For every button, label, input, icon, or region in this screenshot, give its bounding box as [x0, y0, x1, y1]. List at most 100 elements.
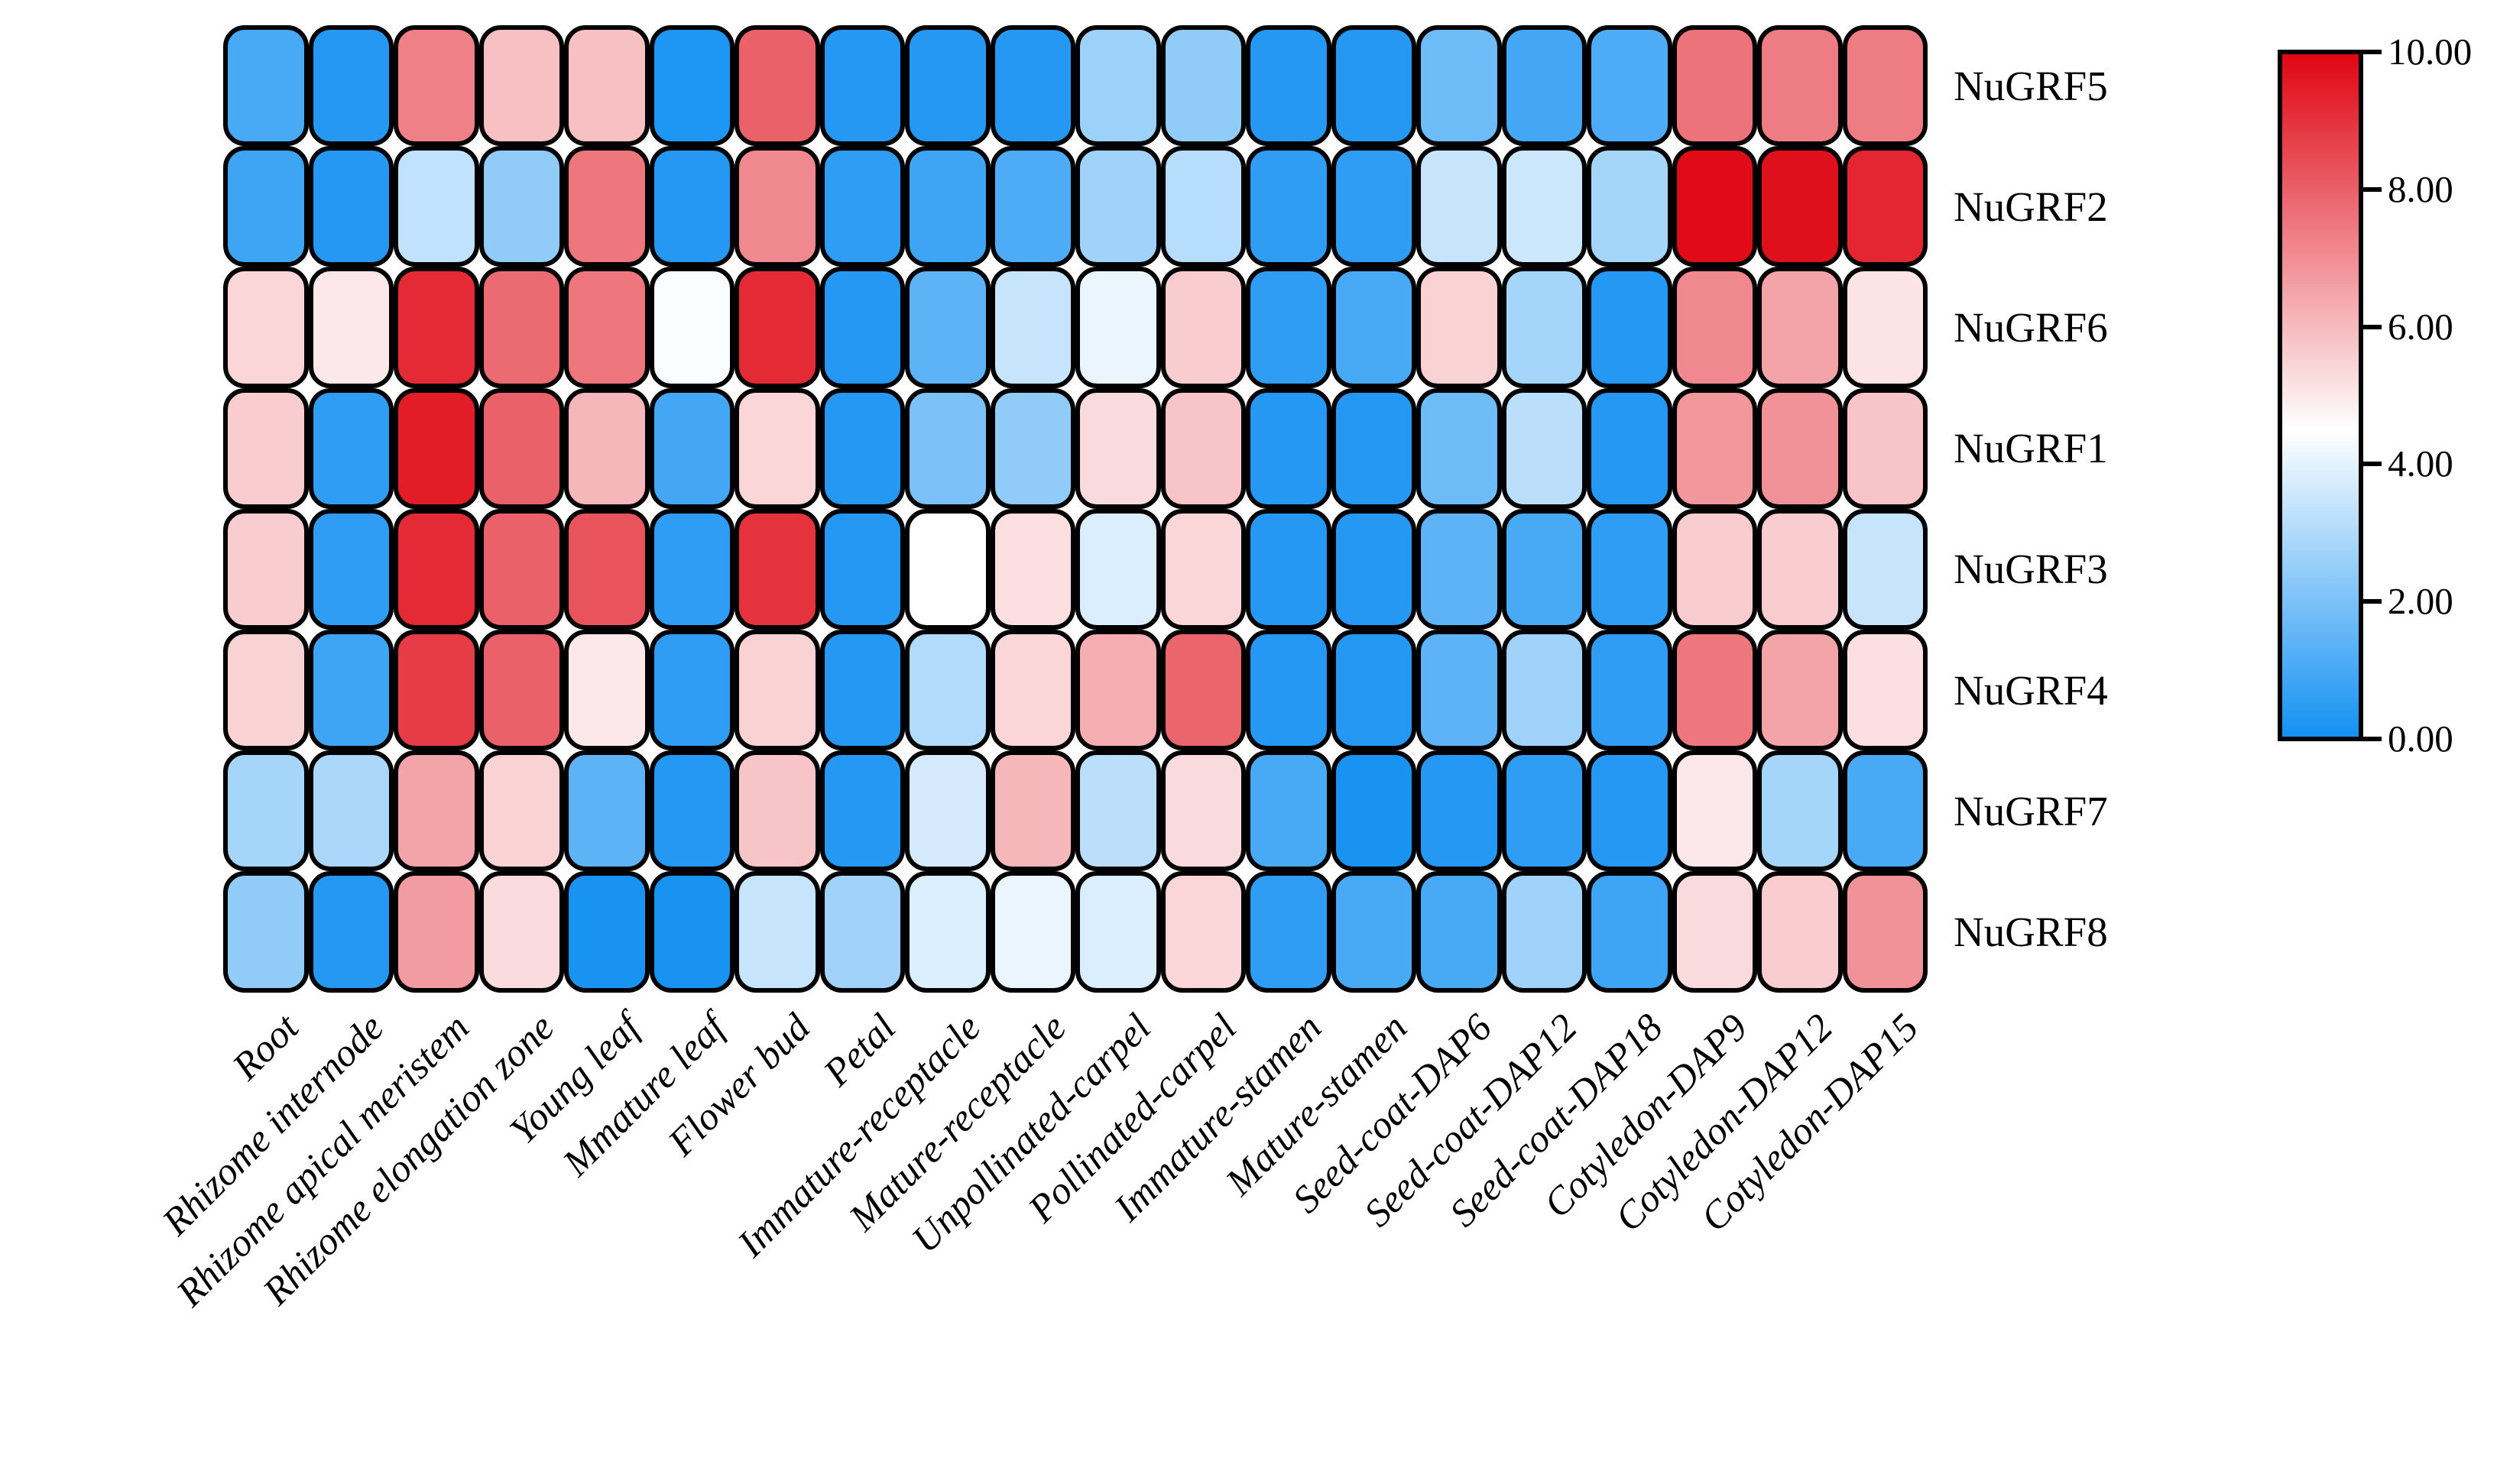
heatmap-cell	[1246, 871, 1331, 993]
heatmap-cell	[819, 871, 905, 993]
heatmap-cell	[1246, 508, 1331, 630]
heatmap-cell	[564, 871, 650, 993]
heatmap-cell	[394, 871, 479, 993]
heatmap-cell	[1331, 629, 1416, 751]
heatmap-cell	[394, 25, 479, 147]
heatmap-cell	[1757, 750, 1843, 872]
heatmap-cell	[1587, 146, 1672, 267]
row-label: NuGRF8	[1954, 908, 2108, 955]
heatmap-cell	[564, 25, 650, 147]
heatmap-cell	[564, 629, 650, 751]
heatmap-cell	[905, 871, 991, 993]
heatmap-cell	[905, 750, 991, 872]
heatmap-cell	[1842, 629, 1928, 751]
heatmap-cell	[1842, 750, 1928, 872]
heatmap-cell	[1160, 508, 1246, 630]
heatmap-cell	[990, 387, 1075, 509]
heatmap-cell	[649, 267, 735, 388]
heatmap-cell	[223, 25, 309, 147]
heatmap-cell	[564, 267, 650, 388]
heatmap-cell	[478, 146, 564, 267]
heatmap-cell	[1416, 267, 1502, 388]
heatmap-cell	[649, 508, 735, 630]
heatmap-cell	[1416, 871, 1502, 993]
heatmap-cell	[1331, 387, 1416, 509]
heatmap-cell	[1757, 387, 1843, 509]
heatmap-cell	[1160, 750, 1246, 872]
heatmap-cell	[1501, 387, 1587, 509]
heatmap-cell	[1160, 629, 1246, 751]
heatmap-cell	[735, 508, 820, 630]
heatmap-cell	[735, 750, 820, 872]
heatmap-cell	[1246, 750, 1331, 872]
heatmap-cell	[1757, 146, 1843, 267]
heatmap-cell	[308, 629, 394, 751]
heatmap-cell	[1501, 629, 1587, 751]
heatmap-cell	[1246, 387, 1331, 509]
heatmap-cell	[1246, 25, 1331, 147]
heatmap-cell	[905, 508, 991, 630]
heatmap-cell	[819, 25, 905, 147]
heatmap-cell	[223, 871, 309, 993]
heatmap	[223, 25, 1928, 993]
heatmap-cell	[735, 146, 820, 267]
heatmap-cell	[1501, 267, 1587, 388]
row-label: NuGRF7	[1954, 787, 2108, 834]
heatmap-cell	[1587, 267, 1672, 388]
heatmap-cell	[478, 750, 564, 872]
heatmap-cell	[1501, 146, 1587, 267]
heatmap-cell	[308, 146, 394, 267]
heatmap-cell	[1331, 25, 1416, 147]
heatmap-cell	[1672, 146, 1757, 267]
heatmap-cell	[1416, 387, 1502, 509]
heatmap-cell	[564, 146, 650, 267]
heatmap-cell	[1672, 387, 1757, 509]
heatmap-cell	[1501, 25, 1587, 147]
colorbar-tick	[2363, 599, 2382, 604]
heatmap-cell	[819, 387, 905, 509]
heatmap-cell	[1331, 750, 1416, 872]
heatmap-cell	[478, 871, 564, 993]
heatmap-cell	[1757, 25, 1843, 147]
heatmap-cell	[1075, 629, 1161, 751]
colorbar-tick-label: 6.00	[2388, 305, 2453, 348]
heatmap-cell	[1246, 267, 1331, 388]
heatmap-cell	[1672, 750, 1757, 872]
heatmap-cell	[1246, 146, 1331, 267]
heatmap-cell	[990, 267, 1075, 388]
heatmap-cell	[1672, 25, 1757, 147]
heatmap-cell	[819, 750, 905, 872]
heatmap-cell	[1587, 387, 1672, 509]
heatmap-cell	[1672, 871, 1757, 993]
heatmap-cell	[1331, 871, 1416, 993]
heatmap-cell	[649, 871, 735, 993]
heatmap-cell	[308, 750, 394, 872]
heatmap-cell	[308, 387, 394, 509]
heatmap-cell	[223, 146, 309, 267]
heatmap-cell	[394, 146, 479, 267]
heatmap-cell	[1331, 146, 1416, 267]
heatmap-cell	[905, 387, 991, 509]
heatmap-cell	[1075, 508, 1161, 630]
heatmap-cell	[1757, 508, 1843, 630]
heatmap-cell	[394, 629, 479, 751]
heatmap-cell	[1672, 629, 1757, 751]
heatmap-cell	[819, 629, 905, 751]
heatmap-cell	[649, 146, 735, 267]
heatmap-cell	[1160, 267, 1246, 388]
heatmap-cell	[819, 508, 905, 630]
heatmap-cell	[1842, 267, 1928, 388]
heatmap-cell	[990, 871, 1075, 993]
row-label: NuGRF5	[1954, 62, 2108, 109]
heatmap-cell	[1587, 750, 1672, 872]
heatmap-cell	[564, 750, 650, 872]
heatmap-cell	[308, 508, 394, 630]
colorbar-tick-label: 8.00	[2388, 167, 2453, 210]
colorbar-tick-label: 10.00	[2388, 31, 2473, 73]
heatmap-cell	[1075, 871, 1161, 993]
heatmap-cell	[649, 750, 735, 872]
heatmap-cell	[1160, 387, 1246, 509]
row-label: NuGRF3	[1954, 546, 2108, 593]
heatmap-cell	[1672, 508, 1757, 630]
heatmap-cell	[1842, 871, 1928, 993]
